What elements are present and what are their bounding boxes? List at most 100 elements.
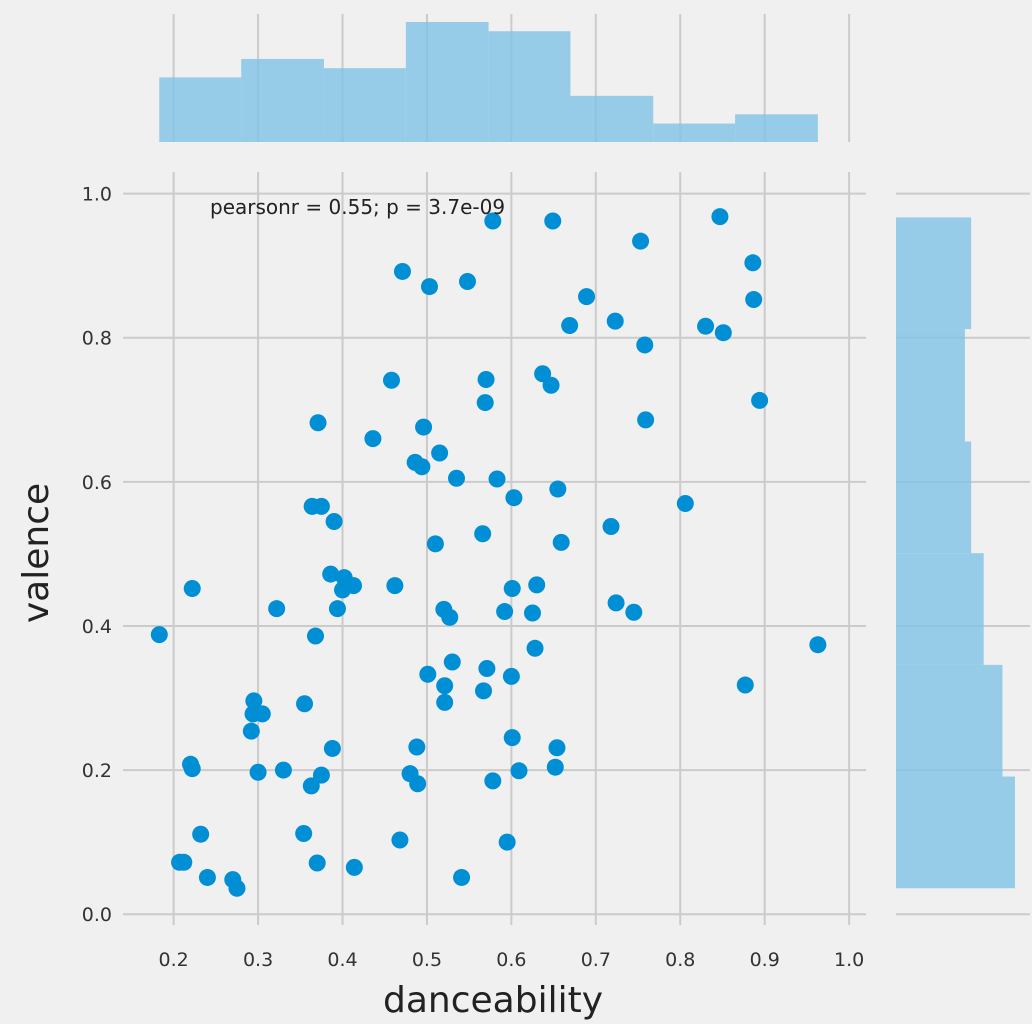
x-tick-label: 0.3 <box>243 949 273 971</box>
top-hist-bar <box>735 114 818 142</box>
data-point <box>312 766 330 784</box>
scatter-points <box>150 208 827 897</box>
data-point <box>253 705 271 723</box>
data-point <box>245 692 263 710</box>
data-point <box>150 626 168 644</box>
data-point <box>312 497 330 515</box>
data-point <box>578 288 596 306</box>
data-point <box>498 833 516 851</box>
data-point <box>322 565 340 583</box>
y-tick-labels: 0.0 0.2 0.4 0.6 0.8 1.0 <box>82 184 112 927</box>
data-point <box>183 579 201 597</box>
data-point <box>453 868 471 886</box>
data-point <box>637 411 655 429</box>
data-point <box>523 604 541 622</box>
data-point <box>426 535 444 553</box>
y-tick-label: 0.0 <box>82 904 112 926</box>
y-tick-label: 0.2 <box>82 760 112 782</box>
x-tick-label: 1.0 <box>834 949 864 971</box>
data-point <box>526 639 544 657</box>
data-point <box>296 695 314 713</box>
data-point <box>484 772 502 790</box>
data-point <box>249 763 267 781</box>
data-point <box>751 391 769 409</box>
data-point <box>382 371 400 389</box>
data-point <box>736 676 754 694</box>
top-hist-bar <box>241 58 324 142</box>
data-point <box>502 667 520 685</box>
data-point <box>478 659 496 677</box>
data-point <box>436 693 454 711</box>
data-point <box>552 533 570 551</box>
data-point <box>607 594 625 612</box>
top-hist-bar <box>323 68 406 142</box>
right-hist-bar <box>896 441 972 554</box>
data-point <box>420 278 438 296</box>
data-point <box>391 831 409 849</box>
y-tick-label: 0.4 <box>82 616 112 638</box>
x-tick-label: 0.4 <box>327 949 357 971</box>
y-tick-label: 0.6 <box>82 472 112 494</box>
pearsonr-annotation: pearsonr = 0.55; p = 3.7e-09 <box>210 195 505 219</box>
data-point <box>476 394 494 412</box>
data-point <box>419 665 437 683</box>
data-point <box>307 627 325 645</box>
data-point <box>242 722 260 740</box>
data-point <box>697 317 715 335</box>
data-point <box>345 858 363 876</box>
data-point <box>606 312 624 330</box>
data-point <box>745 291 763 309</box>
data-point <box>268 600 286 618</box>
x-tick-label: 0.2 <box>159 949 189 971</box>
x-tick-label: 0.6 <box>496 949 526 971</box>
y-axis-title: valence <box>16 483 57 623</box>
data-point <box>474 525 492 543</box>
data-point <box>625 603 643 621</box>
data-point <box>364 430 382 448</box>
right-histogram <box>896 217 1015 889</box>
data-point <box>484 212 502 230</box>
data-point <box>386 577 404 595</box>
data-point <box>409 775 427 793</box>
data-point <box>458 273 476 291</box>
data-point <box>431 444 449 462</box>
data-point <box>448 469 466 487</box>
data-point <box>561 316 579 334</box>
data-point <box>183 760 201 778</box>
scatter-grid <box>123 172 866 925</box>
data-point <box>443 653 461 671</box>
data-point <box>542 376 560 394</box>
right-hist-bar <box>896 553 984 665</box>
data-point <box>503 729 521 747</box>
data-point <box>175 853 193 871</box>
data-point <box>436 677 454 695</box>
x-tick-label: 0.5 <box>412 949 442 971</box>
data-point <box>503 579 521 597</box>
data-point <box>408 738 426 756</box>
data-point <box>344 577 362 595</box>
x-tick-labels: 0.2 0.3 0.4 0.5 0.6 0.7 0.8 0.9 1.0 <box>159 949 865 971</box>
data-point <box>546 758 564 776</box>
x-tick-label: 0.9 <box>750 949 780 971</box>
top-hist-bar <box>405 22 489 142</box>
data-point <box>528 576 546 594</box>
right-hist-bar <box>896 329 965 442</box>
top-hist-bar <box>570 95 654 142</box>
data-point <box>488 470 506 488</box>
data-point <box>325 512 343 530</box>
data-point <box>711 208 729 226</box>
data-point <box>302 777 320 795</box>
top-hist-bar <box>488 31 571 142</box>
data-point <box>636 336 654 354</box>
data-point <box>441 608 459 626</box>
data-point <box>548 739 566 757</box>
data-point <box>393 262 411 280</box>
top-hist-bar <box>653 123 736 142</box>
data-point <box>544 212 562 230</box>
data-point <box>323 739 341 757</box>
x-tick-label: 0.8 <box>665 949 695 971</box>
data-point <box>809 636 827 654</box>
data-point <box>477 371 495 389</box>
right-hist-bar <box>896 664 1003 777</box>
